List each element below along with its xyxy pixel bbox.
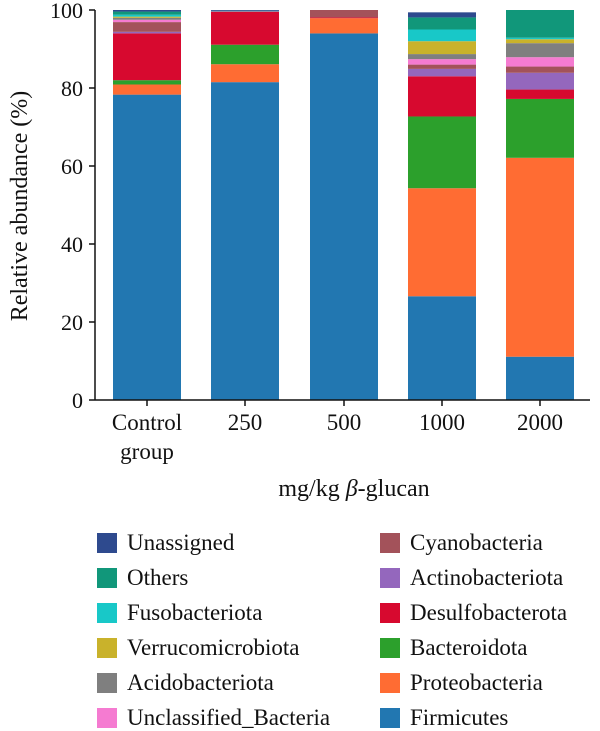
legend-item-unclassified-bacteria: Unclassified_Bacteria (97, 705, 330, 731)
bar-segment-acidobacteriota-4 (408, 54, 476, 59)
bar-segment-fusobacteriota-5 (506, 38, 574, 40)
bar-segment-bacteroidota-1 (113, 80, 181, 84)
legend-label-bacteroidota: Bacteroidota (410, 635, 528, 661)
bar-segment-desulfobacterota-3 (310, 17, 378, 18)
legend-label-fusobacteriota: Fusobacteriota (127, 600, 262, 626)
x-tick-label-3: 500 (327, 410, 362, 435)
legend-item-proteobacteria: Proteobacteria (380, 670, 543, 696)
legend-swatch-desulfobacterota (380, 603, 400, 623)
legend-label-verrucomicrobiota: Verrucomicrobiota (127, 635, 299, 661)
legend-swatch-firmicutes (380, 708, 400, 728)
bar-segment-unclassified-bacteria-1 (113, 20, 181, 22)
bar-segment-bacteroidota-2 (211, 45, 279, 65)
bar-segment-verrucomicrobiota-1 (113, 17, 181, 18)
bar-segment-bacteroidota-5 (506, 99, 574, 158)
bar-segment-proteobacteria-4 (408, 188, 476, 296)
bar-segment-cyanobacteria-3 (310, 10, 378, 17)
bar-segment-unclassified-bacteria-5 (506, 57, 574, 66)
bar-segment-proteobacteria-2 (211, 64, 279, 82)
bar-segment-cyanobacteria-4 (408, 65, 476, 69)
x-tick-label-2: 250 (228, 410, 263, 435)
legend-item-firmicutes: Firmicutes (380, 705, 508, 731)
bar-segment-proteobacteria-3 (310, 18, 378, 33)
bar-segment-firmicutes-4 (408, 296, 476, 400)
y-tick-label-60: 60 (61, 154, 83, 179)
legend-label-unclassified-bacteria: Unclassified_Bacteria (127, 705, 330, 731)
bar-segment-verrucomicrobiota-5 (506, 39, 574, 43)
bar-segment-others-1 (113, 12, 181, 15)
legend-label-cyanobacteria: Cyanobacteria (410, 530, 543, 556)
bar-segment-proteobacteria-5 (506, 158, 574, 357)
legend-item-unassigned: Unassigned (97, 530, 234, 556)
legend-item-cyanobacteria: Cyanobacteria (380, 530, 543, 556)
bar-segment-cyanobacteria-5 (506, 67, 574, 73)
legend-label-firmicutes: Firmicutes (410, 705, 508, 731)
x-tick-label-4: 1000 (419, 410, 465, 435)
legend-swatch-unassigned (97, 533, 117, 553)
bar-segment-unassigned-2 (211, 10, 279, 11)
legend-item-bacteroidota: Bacteroidota (380, 635, 528, 661)
bar-segment-bacteroidota-4 (408, 116, 476, 188)
legend-swatch-cyanobacteria (380, 533, 400, 553)
legend-swatch-fusobacteriota (97, 603, 117, 623)
legend-swatch-others (97, 568, 117, 588)
legend-swatch-acidobacteriota (97, 673, 117, 693)
bar-segment-others-4 (408, 17, 476, 29)
x-axis-title: mg/kg β-glucan (278, 476, 429, 502)
legend-swatch-actinobacteriota (380, 568, 400, 588)
legend-label-desulfobacterota: Desulfobacterota (410, 600, 567, 626)
bar-segment-firmicutes-3 (310, 33, 378, 400)
bar-segment-desulfobacterota-1 (113, 33, 181, 80)
legend-label-proteobacteria: Proteobacteria (410, 670, 543, 696)
bar-segment-verrucomicrobiota-4 (408, 41, 476, 54)
y-tick-label-40: 40 (61, 232, 83, 257)
y-tick-label-20: 20 (61, 310, 83, 335)
legend-item-fusobacteriota: Fusobacteriota (97, 600, 262, 626)
bar-segment-desulfobacterota-5 (506, 90, 574, 99)
bars-layer (113, 10, 574, 400)
y-tick-label-100: 100 (50, 0, 83, 23)
bar-segment-fusobacteriota-4 (408, 30, 476, 42)
bar-segment-desulfobacterota-4 (408, 76, 476, 116)
bar-segment-fusobacteriota-1 (113, 15, 181, 17)
bar-segment-unassigned-1 (113, 10, 181, 12)
legend-label-actinobacteriota: Actinobacteriota (410, 565, 563, 591)
y-tick-label-0: 0 (72, 388, 83, 413)
y-axis-title: Relative abundance (%) (7, 91, 33, 322)
bar-segment-others-5 (506, 10, 574, 38)
legend-swatch-bacteroidota (380, 638, 400, 658)
legend-item-acidobacteriota: Acidobacteriota (97, 670, 274, 696)
bar-segment-firmicutes-2 (211, 82, 279, 400)
legend-label-unassigned: Unassigned (127, 530, 234, 556)
bar-segment-actinobacteriota-5 (506, 73, 574, 90)
legend-label-acidobacteriota: Acidobacteriota (127, 670, 274, 696)
bar-segment-cyanobacteria-1 (113, 22, 181, 32)
legend-item-desulfobacterota: Desulfobacterota (380, 600, 567, 626)
bar-segment-acidobacteriota-5 (506, 43, 574, 57)
bar-segment-proteobacteria-1 (113, 84, 181, 94)
bar-segment-desulfobacterota-2 (211, 12, 279, 45)
bar-segment-unclassified-bacteria-4 (408, 59, 476, 64)
legend-swatch-unclassified-bacteria (97, 708, 117, 728)
bar-segment-firmicutes-5 (506, 357, 574, 400)
legend-item-verrucomicrobiota: Verrucomicrobiota (97, 635, 299, 661)
bar-segment-unassigned-4 (408, 12, 476, 17)
legend-item-others: Others (97, 565, 188, 591)
bar-segment-actinobacteriota-1 (113, 32, 181, 34)
y-tick-label-80: 80 (61, 76, 83, 101)
legend-label-others: Others (127, 565, 188, 591)
legend-swatch-verrucomicrobiota (97, 638, 117, 658)
bar-segment-firmicutes-1 (113, 95, 181, 400)
x-tick-label-5: 2000 (517, 410, 563, 435)
legend-item-actinobacteriota: Actinobacteriota (380, 565, 563, 591)
bar-segment-actinobacteriota-4 (408, 69, 476, 76)
legend-swatch-proteobacteria (380, 673, 400, 693)
bar-segment-acidobacteriota-1 (113, 18, 181, 20)
legend: Unassigned Others Fusobacteriota Verrucomic… (0, 522, 600, 729)
